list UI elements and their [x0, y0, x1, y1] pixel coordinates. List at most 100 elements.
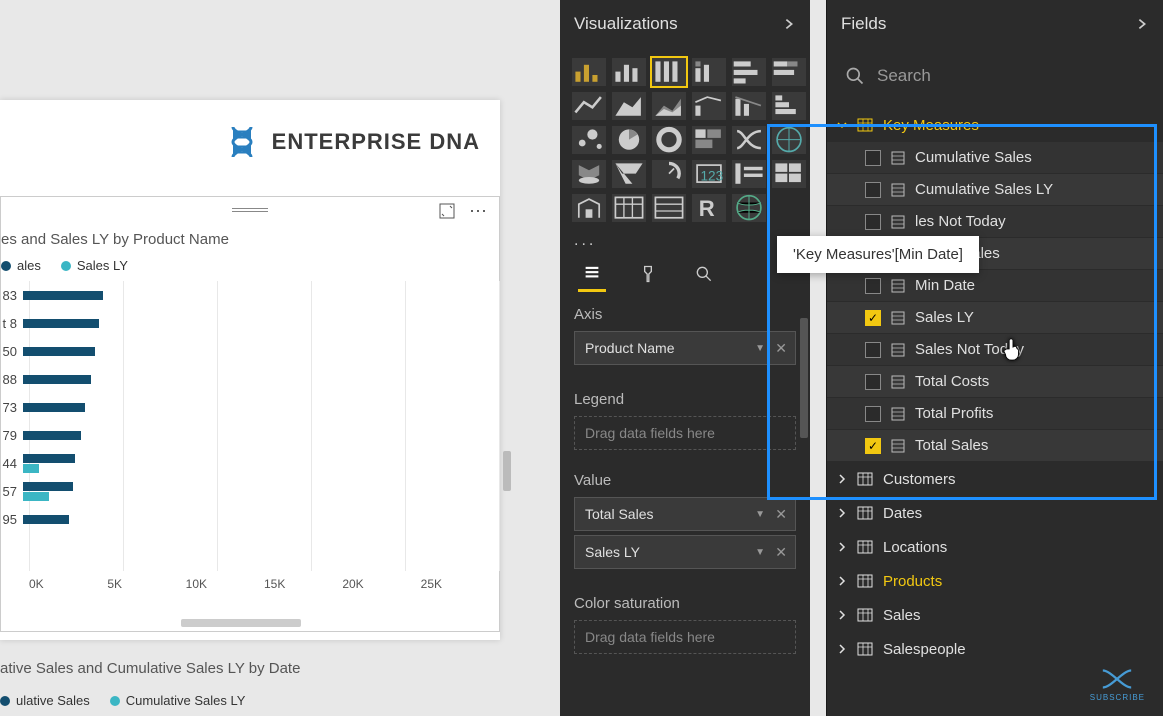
- subscribe-watermark: SUBSCRIBE: [1090, 667, 1145, 702]
- value-field-pill[interactable]: Total Sales ▼ ✕: [574, 497, 796, 531]
- dropdown-icon[interactable]: ▼: [755, 343, 765, 354]
- remove-field-icon[interactable]: ✕: [775, 506, 787, 523]
- focus-mode-icon[interactable]: [439, 203, 455, 219]
- bar-row[interactable]: 79: [1, 421, 499, 449]
- viz-type-button[interactable]: [772, 58, 806, 86]
- viz-type-button[interactable]: [732, 92, 766, 120]
- field-item[interactable]: Total Costs: [827, 366, 1163, 398]
- viz-type-button[interactable]: [652, 92, 686, 120]
- legend-item[interactable]: Sales LY: [61, 258, 128, 273]
- viz-type-button[interactable]: [692, 92, 726, 120]
- table-group[interactable]: Dates: [827, 496, 1163, 530]
- field-item[interactable]: Cumulative Sales LY: [827, 174, 1163, 206]
- viz-type-button[interactable]: 123: [692, 160, 726, 188]
- viz-type-button[interactable]: [572, 194, 606, 222]
- format-tab-icon[interactable]: [634, 264, 662, 292]
- bar-track: [23, 505, 499, 533]
- viz-type-button[interactable]: [652, 194, 686, 222]
- bar-row[interactable]: 83: [1, 281, 499, 309]
- field-checkbox[interactable]: [865, 182, 881, 198]
- dropdown-icon[interactable]: ▼: [755, 509, 765, 520]
- legend-drop-target[interactable]: Drag data fields here: [574, 416, 796, 450]
- viz-more-icon[interactable]: ...: [560, 228, 810, 254]
- bar-row[interactable]: 44: [1, 449, 499, 477]
- field-checkbox[interactable]: [865, 150, 881, 166]
- field-checkbox[interactable]: [865, 342, 881, 358]
- field-item[interactable]: Sales Not Today: [827, 334, 1163, 366]
- legend-item[interactable]: Cumulative Sales LY: [110, 693, 246, 708]
- field-checkbox[interactable]: [865, 374, 881, 390]
- table-name: Key Measures: [883, 117, 979, 134]
- table-group[interactable]: Salespeople: [827, 632, 1163, 666]
- more-options-icon[interactable]: ⋯: [469, 201, 489, 222]
- viz-type-button[interactable]: [572, 58, 606, 86]
- legend-item[interactable]: ales: [1, 258, 41, 273]
- viz-type-button[interactable]: [612, 58, 646, 86]
- field-checkbox[interactable]: ✓: [865, 438, 881, 454]
- bar-row[interactable]: 50: [1, 337, 499, 365]
- fields-tab-icon[interactable]: [578, 264, 606, 292]
- viz-type-button[interactable]: [612, 194, 646, 222]
- viz-type-button[interactable]: [652, 58, 686, 86]
- legend-item[interactable]: ulative Sales: [0, 693, 90, 708]
- viz-type-button[interactable]: [612, 126, 646, 154]
- bar-row[interactable]: t 8: [1, 309, 499, 337]
- dropdown-icon[interactable]: ▼: [755, 547, 765, 558]
- table-icon: [857, 506, 873, 520]
- field-checkbox[interactable]: ✓: [865, 310, 881, 326]
- viz-type-button[interactable]: [652, 126, 686, 154]
- viz-type-button[interactable]: [652, 160, 686, 188]
- field-item[interactable]: ✓Sales LY: [827, 302, 1163, 334]
- field-checkbox[interactable]: [865, 406, 881, 422]
- table-group[interactable]: Products: [827, 564, 1163, 598]
- viz-type-button[interactable]: [732, 160, 766, 188]
- table-group[interactable]: Sales: [827, 598, 1163, 632]
- value-field-pill[interactable]: Sales LY ▼ ✕: [574, 535, 796, 569]
- field-item[interactable]: Total Profits: [827, 398, 1163, 430]
- remove-field-icon[interactable]: ✕: [775, 340, 787, 357]
- axis-well: Axis Product Name ▼ ✕: [560, 292, 810, 377]
- collapse-pane-icon[interactable]: [1135, 17, 1149, 31]
- field-item[interactable]: ✓Total Sales: [827, 430, 1163, 462]
- horizontal-scrollbar[interactable]: [181, 619, 301, 627]
- viz-type-button[interactable]: R: [692, 194, 726, 222]
- color-drop-target[interactable]: Drag data fields here: [574, 620, 796, 654]
- expand-arrow-icon: [837, 644, 847, 654]
- collapse-pane-icon[interactable]: [782, 17, 796, 31]
- fields-search[interactable]: Search: [827, 48, 1163, 104]
- wells-scrollbar[interactable]: [800, 318, 808, 438]
- table-name: Salespeople: [883, 641, 966, 658]
- table-group[interactable]: Key Measures: [827, 108, 1163, 142]
- viz-type-button[interactable]: [772, 92, 806, 120]
- field-item[interactable]: Min Date: [827, 270, 1163, 302]
- viz-type-button[interactable]: [612, 160, 646, 188]
- table-group[interactable]: Customers: [827, 462, 1163, 496]
- bar-row[interactable]: 88: [1, 365, 499, 393]
- viz-type-button[interactable]: [572, 92, 606, 120]
- viz-type-button[interactable]: [692, 58, 726, 86]
- bar-chart-visual[interactable]: ⋯ es and Sales LY by Product Name alesSa…: [0, 196, 500, 632]
- remove-field-icon[interactable]: ✕: [775, 544, 787, 561]
- expand-arrow-icon: [837, 610, 847, 620]
- axis-field-pill[interactable]: Product Name ▼ ✕: [574, 331, 796, 365]
- viz-type-button[interactable]: [612, 92, 646, 120]
- bar-row[interactable]: 95: [1, 505, 499, 533]
- viz-type-button[interactable]: [572, 126, 606, 154]
- table-group[interactable]: Locations: [827, 530, 1163, 564]
- viz-type-button[interactable]: [732, 58, 766, 86]
- viz-type-button[interactable]: [732, 194, 766, 222]
- bar-row[interactable]: 73: [1, 393, 499, 421]
- viz-type-button[interactable]: [772, 126, 806, 154]
- field-item[interactable]: Cumulative Sales: [827, 142, 1163, 174]
- bar-row[interactable]: 57: [1, 477, 499, 505]
- viz-type-button[interactable]: [732, 126, 766, 154]
- viz-type-button[interactable]: [692, 126, 726, 154]
- field-checkbox[interactable]: [865, 278, 881, 294]
- viz-type-button[interactable]: [772, 160, 806, 188]
- analytics-tab-icon[interactable]: [690, 264, 718, 292]
- drag-handle-icon[interactable]: [232, 208, 268, 214]
- vertical-scrollbar[interactable]: [503, 451, 511, 491]
- viz-type-button[interactable]: [572, 160, 606, 188]
- field-item[interactable]: les Not Today: [827, 206, 1163, 238]
- field-checkbox[interactable]: [865, 214, 881, 230]
